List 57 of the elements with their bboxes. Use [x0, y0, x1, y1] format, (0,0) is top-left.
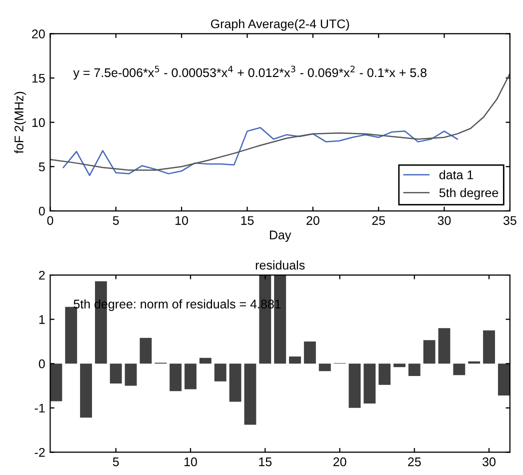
y-tick-label: 0 [38, 359, 45, 368]
y-tick-label: 0 [38, 206, 45, 216]
text: y = 7.5e-006*x$^{5}$ - 0.00053*x$^{4}$ + 0.012*x$^{3}$ - 0.069*x$^{2}$ - 0.1*x + 5.8 [73, 66, 426, 80]
bar [318, 364, 331, 372]
x-tick-label: 20 [333, 457, 346, 466]
bar [184, 364, 196, 390]
y-tick-label: -1 [34, 404, 45, 412]
bar [438, 328, 450, 364]
x-tick-label: 30 [438, 216, 451, 225]
bar [110, 364, 122, 384]
x-axis-title: Day [270, 230, 292, 242]
bar [170, 364, 182, 392]
y-tick-label: 5 [38, 162, 45, 172]
x-tick-label: 35 [503, 216, 516, 225]
bar [199, 358, 212, 364]
legend-label: data 1 [439, 170, 474, 180]
bar [244, 364, 256, 425]
y-axis-title: foF 2(MHz) [14, 92, 26, 154]
x-tick-label: 30 [482, 457, 496, 466]
bar [229, 364, 242, 402]
bar [498, 364, 510, 396]
bar [304, 341, 316, 364]
bar [289, 356, 301, 364]
x-tick-label: 25 [372, 216, 386, 225]
bar [423, 340, 436, 364]
bar [378, 364, 391, 385]
x-tick-label: 15 [259, 458, 272, 466]
y-tick-label: 10 [32, 118, 45, 127]
x-tick-label: 10 [184, 457, 197, 466]
x-tick-label: 0 [47, 216, 54, 225]
y-tick-label: 1 [39, 315, 45, 324]
bar [468, 361, 480, 364]
bar [483, 330, 495, 364]
x-tick-label: 20 [306, 216, 320, 225]
chart-title: Graph Average(2-4 UTC) [210, 19, 350, 31]
chart-title: residuals [256, 260, 305, 270]
x-tick-label: 15 [241, 216, 254, 225]
bar [65, 306, 78, 364]
bar [364, 364, 376, 404]
y-tick-label: 2 [39, 270, 45, 280]
bar [50, 364, 62, 402]
bar [394, 364, 406, 368]
bar [214, 364, 226, 382]
bar [453, 364, 466, 376]
y-tick-label: 15 [32, 74, 45, 83]
x-tick-label: 5 [112, 458, 119, 466]
y-tick-label: -2 [34, 448, 45, 457]
y-tick-label: 20 [32, 30, 45, 38]
x-tick-label: 10 [176, 216, 188, 225]
legend-label: 5th degree [439, 188, 498, 200]
x-tick-label: 25 [408, 457, 421, 466]
bar [348, 364, 361, 408]
bar [408, 364, 420, 376]
bar [124, 364, 137, 386]
x-tick-label: 5 [112, 216, 119, 225]
bar [80, 364, 92, 418]
bar [140, 338, 152, 364]
